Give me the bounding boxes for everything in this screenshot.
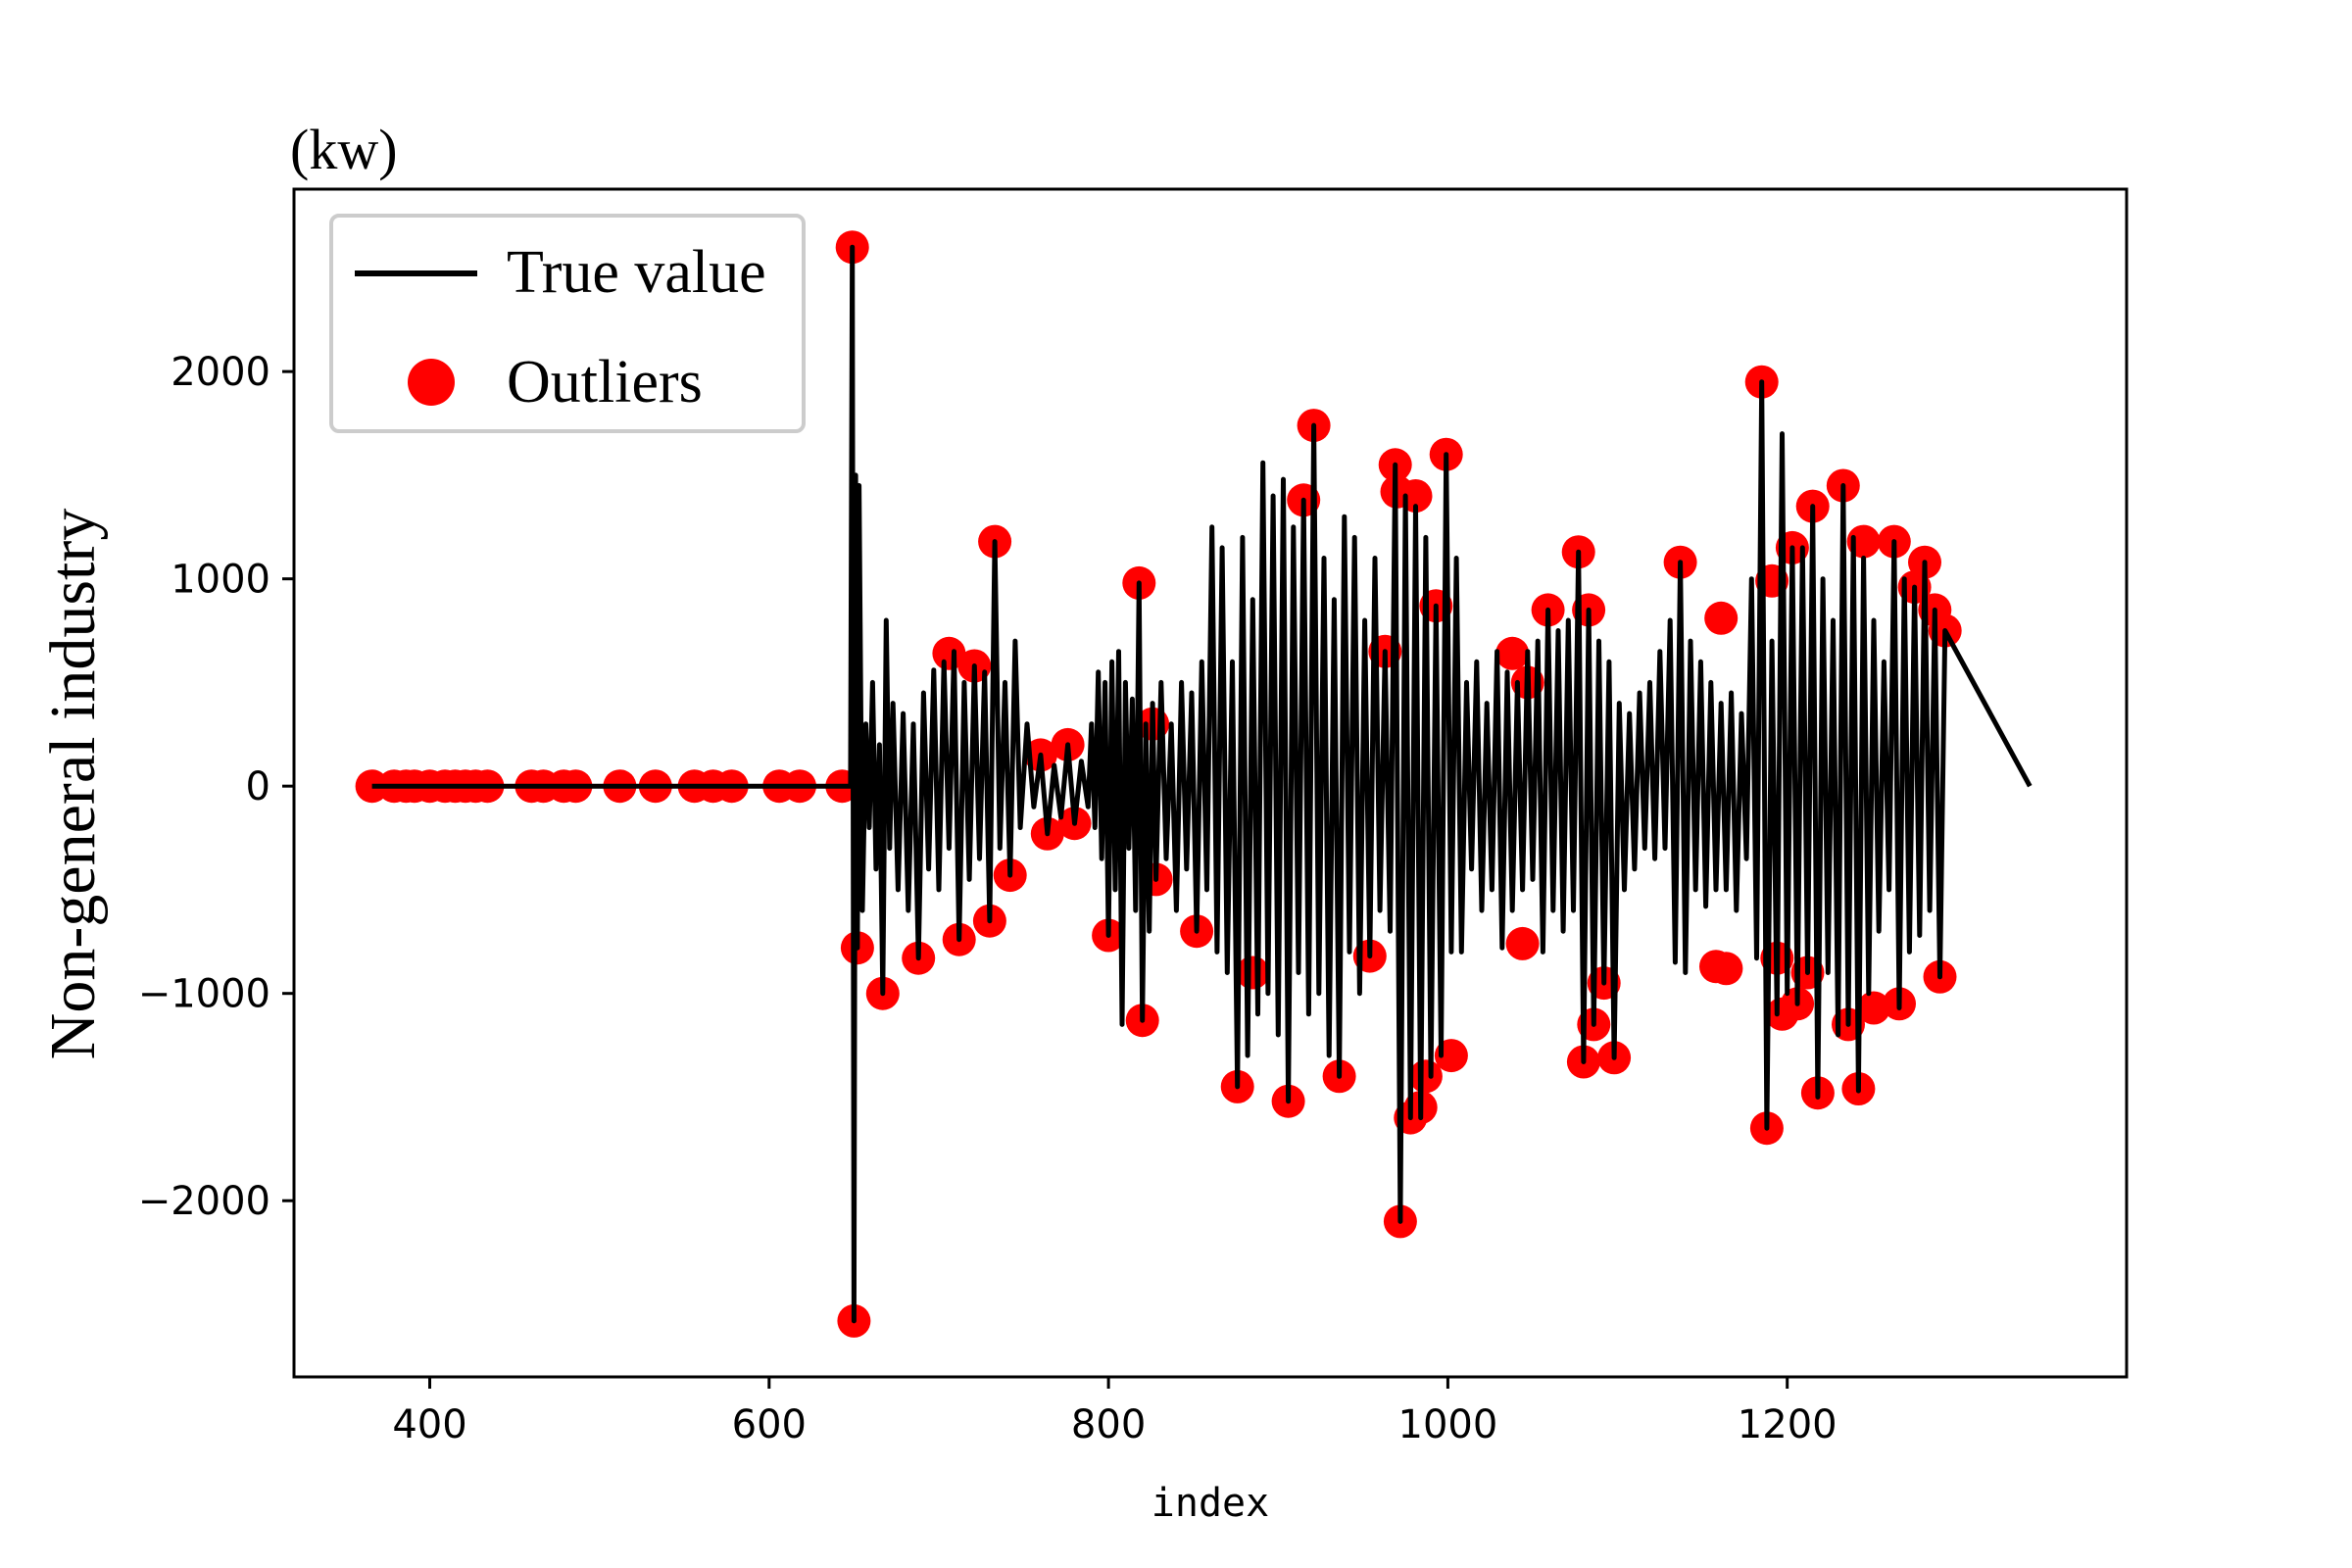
true-value-series [371, 244, 2033, 1324]
plot-frame [292, 187, 2129, 1379]
x-tick-label-1000: 1000 [1398, 1402, 1498, 1447]
outlier-point-57 [1408, 1059, 1443, 1094]
x-axis-label: index [1152, 1481, 1269, 1526]
x-axis: 400 600 800 1000 1200 [392, 1377, 1838, 1447]
y-tick-label--1000: −1000 [138, 972, 270, 1017]
legend-label-outliers: Outliers [507, 349, 703, 416]
y-tick-label-2000: 2000 [171, 350, 270, 395]
x-tick-label-400: 400 [392, 1402, 466, 1447]
outlier-point-61 [1495, 636, 1530, 670]
x-tick-label-1200: 1200 [1738, 1402, 1838, 1447]
outlier-point-44 [1236, 956, 1270, 990]
legend: True value Outliers [329, 214, 806, 433]
outlier-point-62 [1505, 926, 1540, 960]
true-value-line [371, 244, 2033, 1324]
y-tick-label-0: 0 [246, 764, 270, 809]
outlier-point-74 [1709, 952, 1743, 986]
y-tick-label-1000: 1000 [171, 558, 270, 603]
outlier-point-27 [932, 636, 966, 670]
legend-label-true-value: True value [507, 239, 766, 306]
outlier-point-73 [1704, 601, 1739, 635]
outlier-point-89 [1857, 991, 1890, 1025]
x-tick-label-600: 600 [732, 1402, 807, 1447]
x-tick-label-800: 800 [1071, 1402, 1146, 1447]
y-axis: −2000 −1000 0 1000 2000 [138, 350, 294, 1224]
legend-dot-swatch [408, 359, 455, 406]
unit-label: (kw) [290, 118, 398, 181]
y-axis-label: Non-general industry [37, 509, 109, 1060]
y-tick-label--2000: −2000 [138, 1179, 270, 1224]
